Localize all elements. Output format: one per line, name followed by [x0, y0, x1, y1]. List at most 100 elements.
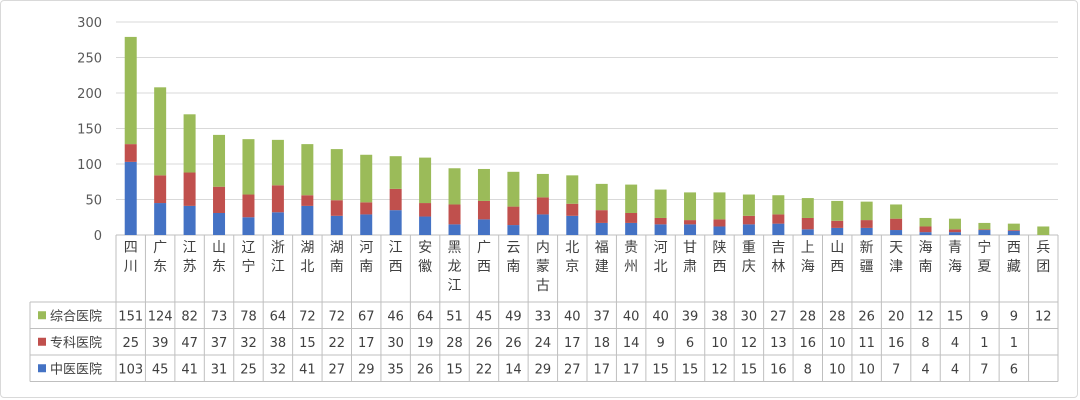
- table-cell-value: 15: [299, 336, 316, 351]
- bar-segment: [566, 203, 579, 216]
- bar-segment: [183, 205, 196, 235]
- table-cell-value: 31: [211, 362, 228, 377]
- bar-segment: [742, 194, 755, 216]
- table-cell-value: 6: [686, 336, 694, 351]
- bar-segment: [654, 189, 667, 218]
- bar-segment: [124, 144, 137, 162]
- category-label: 海南: [919, 240, 933, 275]
- table-cell-value: 28: [829, 309, 846, 324]
- bar-segment: [301, 205, 314, 235]
- bar-segment: [684, 224, 697, 235]
- bar-segment: [713, 219, 726, 227]
- table-cell-value: 12: [917, 309, 934, 324]
- table-cell-value: 103: [118, 362, 143, 377]
- bar-segment: [536, 197, 549, 215]
- table-cell-value: 27: [329, 362, 346, 377]
- legend-label: 综合医院: [50, 309, 102, 324]
- bar-segment: [890, 204, 903, 219]
- category-label: 福建: [595, 240, 609, 275]
- table-cell-value: 7: [980, 362, 988, 377]
- table-cell-value: 45: [152, 362, 169, 377]
- category-label: 北京: [565, 240, 579, 275]
- bar-segment: [978, 229, 991, 231]
- bar-segment: [831, 227, 844, 235]
- category-label: 广西: [477, 240, 491, 275]
- bar-segment: [213, 212, 226, 235]
- table-cell-value: 35: [387, 362, 404, 377]
- bar-segment: [330, 149, 343, 201]
- table-cell-value: 49: [505, 309, 522, 324]
- table-cell-value: 6: [1010, 362, 1018, 377]
- table-cell-value: 40: [564, 309, 581, 324]
- legend-swatch: [38, 364, 46, 373]
- table-cell-value: 15: [446, 362, 463, 377]
- bar-segment: [978, 230, 991, 235]
- bar-segment: [1007, 230, 1020, 231]
- bar-segment: [713, 226, 726, 235]
- category-label: 天津: [889, 240, 903, 275]
- category-label: 新疆: [860, 240, 874, 275]
- category-label: 黑龙江: [448, 240, 462, 294]
- category-label: 辽宁: [241, 240, 255, 275]
- bar-segment: [183, 172, 196, 206]
- legend-label: 专科医院: [50, 336, 102, 351]
- category-label: 河南: [359, 240, 373, 275]
- table-cell-value: 9: [1010, 309, 1018, 324]
- table-cell-value: 10: [711, 336, 728, 351]
- table-cell-value: 30: [387, 336, 404, 351]
- table-cell-value: 10: [858, 362, 875, 377]
- bar-segment: [772, 214, 785, 224]
- bar-segment: [271, 212, 284, 235]
- table-cell-value: 24: [535, 336, 552, 351]
- bar-segment: [419, 216, 432, 235]
- table-cell-value: 25: [122, 336, 139, 351]
- table-cell-value: 32: [240, 336, 257, 351]
- table-cell-value: 41: [181, 362, 198, 377]
- category-label: 陕西: [712, 240, 726, 275]
- category-label: 兵团: [1036, 240, 1050, 275]
- category-label: 山西: [830, 240, 844, 275]
- table-cell-value: 10: [829, 336, 846, 351]
- table-cell-value: 18: [593, 336, 610, 351]
- bar-segment: [919, 226, 932, 233]
- y-axis-ticks: 0 50 100 150 200 250 300: [77, 16, 102, 244]
- bar-segment: [536, 173, 549, 198]
- bar-segment: [654, 224, 667, 235]
- bar-segment: [301, 195, 314, 206]
- table-cell-value: 17: [358, 336, 375, 351]
- bar-segment: [625, 184, 638, 213]
- table-cell-value: 72: [329, 309, 346, 324]
- bar-segment: [389, 210, 402, 235]
- bar-segment: [566, 175, 579, 204]
- table-cell-value: 151: [118, 309, 143, 324]
- bar-segment: [831, 220, 844, 228]
- table-cell-value: 12: [711, 362, 728, 377]
- table-cell-value: 64: [417, 309, 434, 324]
- bar-segment: [890, 218, 903, 231]
- bar-segment: [154, 87, 167, 176]
- y-tick-label: 100: [77, 158, 102, 173]
- table-cell-value: 9: [980, 309, 988, 324]
- category-label: 吉林: [771, 240, 785, 275]
- bar-segment: [919, 232, 932, 235]
- bar-segment: [595, 210, 608, 223]
- table-cell-value: 124: [148, 309, 173, 324]
- gridlines: [116, 21, 1058, 236]
- bar-segment: [742, 224, 755, 235]
- table-cell-value: 39: [152, 336, 169, 351]
- bar-segment: [684, 192, 697, 221]
- bar-segment: [360, 202, 373, 215]
- table-cell-value: 4: [951, 362, 959, 377]
- table-cell-value: 26: [505, 336, 522, 351]
- bar-segment: [801, 198, 814, 218]
- bar-segment: [124, 36, 137, 145]
- bar-segment: [330, 200, 343, 216]
- table-cell-value: 13: [770, 336, 787, 351]
- table-cell-value: 30: [741, 309, 758, 324]
- bar-segment: [242, 194, 255, 218]
- table-cell-value: 82: [181, 309, 198, 324]
- category-label: 安徽: [418, 240, 432, 275]
- table-cell-value: 38: [711, 309, 728, 324]
- bar-segment: [360, 214, 373, 235]
- bar-segment: [831, 200, 844, 221]
